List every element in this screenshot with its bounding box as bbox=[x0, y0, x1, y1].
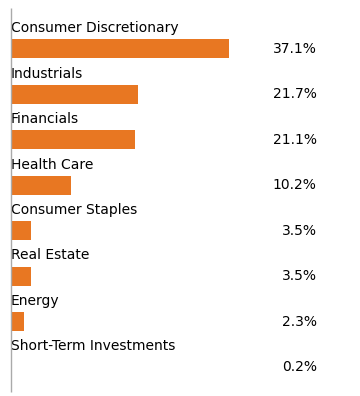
Bar bbox=[11, 358, 12, 377]
Text: 2.3%: 2.3% bbox=[282, 314, 317, 329]
Text: Short-Term Investments: Short-Term Investments bbox=[11, 339, 175, 353]
Text: Health Care: Health Care bbox=[11, 158, 93, 171]
Text: Financials: Financials bbox=[11, 112, 79, 126]
Text: Real Estate: Real Estate bbox=[11, 248, 89, 263]
Bar bbox=[11, 221, 31, 240]
Text: 3.5%: 3.5% bbox=[282, 224, 317, 238]
Text: 37.1%: 37.1% bbox=[273, 42, 317, 56]
Text: Consumer Staples: Consumer Staples bbox=[11, 203, 137, 217]
Bar bbox=[11, 176, 71, 195]
Bar bbox=[11, 312, 24, 331]
Text: 3.5%: 3.5% bbox=[282, 269, 317, 283]
Text: Consumer Discretionary: Consumer Discretionary bbox=[11, 21, 179, 35]
Bar bbox=[11, 267, 31, 286]
Text: Energy: Energy bbox=[11, 294, 59, 308]
Text: 21.1%: 21.1% bbox=[273, 133, 317, 147]
Text: 21.7%: 21.7% bbox=[273, 87, 317, 101]
Bar bbox=[11, 39, 229, 58]
Text: 10.2%: 10.2% bbox=[273, 178, 317, 192]
Text: 0.2%: 0.2% bbox=[282, 360, 317, 374]
Text: Industrials: Industrials bbox=[11, 67, 83, 81]
Bar bbox=[11, 85, 139, 104]
Bar bbox=[11, 130, 135, 149]
